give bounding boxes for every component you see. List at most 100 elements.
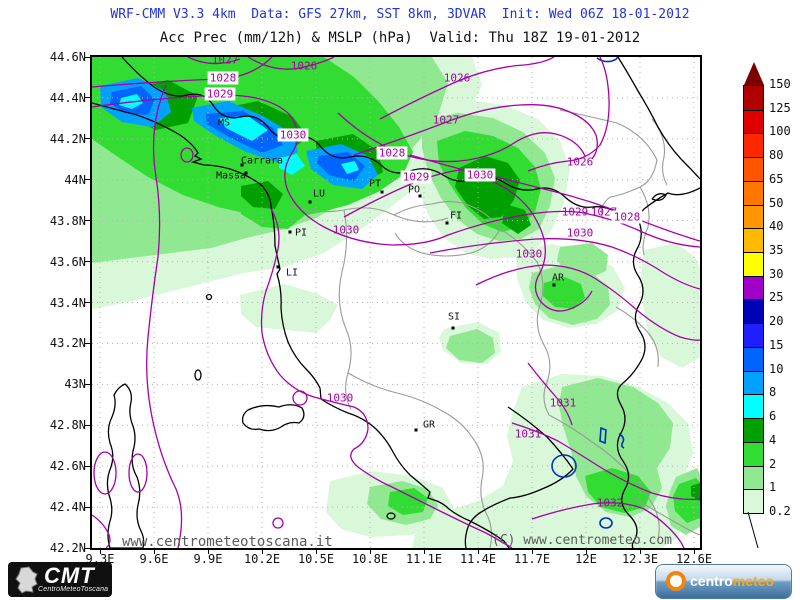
lat-tick-label: 42.8N xyxy=(49,418,86,433)
lon-tick-label: 11.7E xyxy=(513,552,551,566)
isobar-label: 1028 xyxy=(210,72,237,85)
colorbar-segment xyxy=(744,275,763,300)
isobar-label-box xyxy=(611,210,643,224)
city-label: LU xyxy=(313,189,325,200)
lat-tick xyxy=(85,424,91,426)
isobar-label: 1031 xyxy=(550,397,577,410)
cmt-logo: CMT CentroMeteoToscana xyxy=(8,562,112,597)
lon-tick xyxy=(423,549,425,554)
lat-tick-label: 43.8N xyxy=(49,213,86,228)
colorbar-tick-label: 30 xyxy=(769,266,784,281)
isobar-label: 1029 xyxy=(562,206,589,219)
isobar-label: 1030 xyxy=(280,129,307,142)
lat-tick-label: 43.6N xyxy=(49,254,86,269)
colorbar-tick-label: 100 xyxy=(769,124,791,139)
colorbar-tick-label: 125 xyxy=(769,100,791,115)
lon-tick-label: 12.6E xyxy=(675,552,713,566)
colorbar-segment xyxy=(744,394,763,419)
cmt-logo-title: CMT xyxy=(44,563,95,588)
colorbar-tick-label: 8 xyxy=(769,385,777,400)
centrometeo-logo-text: centrometeo xyxy=(690,573,774,589)
isobar-label-box xyxy=(277,128,309,142)
colorbar-tick-label: 20 xyxy=(769,314,784,329)
city-label: FI xyxy=(450,211,462,222)
city-marker xyxy=(244,171,248,175)
colorbar-segment xyxy=(744,157,763,181)
lat-tick xyxy=(85,220,91,222)
colorbar-tick-label: 6 xyxy=(769,409,777,424)
lon-tick xyxy=(261,549,263,554)
colorbar-tick-label: 2 xyxy=(769,456,777,471)
centrometeo-word-centro: centro xyxy=(690,573,733,589)
lat-tick-label: 44.2N xyxy=(49,131,86,146)
city-label: GR xyxy=(423,420,436,431)
city-marker xyxy=(552,283,556,287)
isobar-label: 1028 xyxy=(614,211,641,224)
colorbar-segments xyxy=(743,85,764,514)
city-label: PT xyxy=(369,179,381,190)
isobar-label-box xyxy=(204,87,236,101)
colorbar-tick-label: 35 xyxy=(769,243,784,258)
lat-tick-label: 44.4N xyxy=(49,90,86,105)
lat-tick xyxy=(85,465,91,467)
model-run-title: WRF-CMM V3.3 4km Data: GFS 27km, SST 8km… xyxy=(110,7,690,22)
lon-tick-label: 11.4E xyxy=(459,552,497,566)
lat-tick xyxy=(85,302,91,303)
colorbar-tick-label: 15 xyxy=(769,337,784,352)
lat-tick-label: 44.6N xyxy=(49,50,86,64)
city-label: SI xyxy=(448,312,460,323)
isobar-label: 1030 xyxy=(516,248,543,261)
lon-tick-label: 9.9E xyxy=(193,552,223,566)
lon-tick-label: 10.5E xyxy=(297,552,335,566)
lon-tick-label: 12.3E xyxy=(621,552,659,566)
colorbar-segment xyxy=(744,489,763,513)
isobar-label-box xyxy=(207,71,239,85)
isobar-label: 1028 xyxy=(379,147,406,160)
precipitation-layer xyxy=(92,57,700,548)
isobar-label: 1029 xyxy=(403,171,430,184)
city-marker xyxy=(414,428,418,432)
lat-tick xyxy=(85,547,91,549)
city-marker xyxy=(418,194,422,198)
centrometeo-logo: centrometeo xyxy=(655,564,792,599)
colorbar-segment xyxy=(744,323,763,347)
lat-tick xyxy=(85,56,91,58)
colorbar-tick-label: 10 xyxy=(769,361,784,376)
lon-tick-label: 10.2E xyxy=(243,552,281,566)
colorbar-tick-label: 4 xyxy=(769,432,777,447)
colorbar-segment xyxy=(744,109,763,134)
lat-tick-label: 43.4N xyxy=(49,295,86,310)
lat-tick-label: 42.4N xyxy=(49,500,86,515)
isobar-label-box xyxy=(464,168,496,182)
city-label: Carrara xyxy=(241,156,283,167)
lon-tick-label: 10.8E xyxy=(351,552,389,566)
colorbar-tick-label: 65 xyxy=(769,171,784,186)
colorbar-segment xyxy=(744,228,763,253)
lon-tick xyxy=(153,549,155,554)
lon-tick xyxy=(315,549,317,554)
colorbar-segment xyxy=(744,418,763,442)
lon-tick xyxy=(531,549,533,554)
isobar-label: 1030 xyxy=(333,224,360,237)
city-label: MS xyxy=(218,118,230,129)
field-valid-title: Acc Prec (mm/12h) & MSLP (hPa) Valid: Th… xyxy=(159,30,641,46)
city-label: PI xyxy=(295,228,307,239)
colorbar-segment xyxy=(744,441,763,466)
lat-tick xyxy=(85,261,91,263)
lat-tick-label: 42.6N xyxy=(49,459,86,474)
lon-tick-label: 11.1E xyxy=(405,552,443,566)
centrometeo-word-meteo: meteo xyxy=(732,573,775,589)
cmt-logo-subtitle: CentroMeteoToscana xyxy=(38,586,109,593)
city-marker xyxy=(276,265,280,269)
lat-tick xyxy=(85,138,91,140)
lon-tick-label: 9.6E xyxy=(139,552,169,566)
lat-tick xyxy=(85,97,91,99)
watermark-left: www.centrometeotoscana.it xyxy=(122,534,333,548)
colorbar-overflow-arrow xyxy=(744,62,764,85)
map-area: 1027 1026 1028 1029 1026 1027 1030 1028 1026 1029… xyxy=(90,55,702,550)
lat-tick-label: 43.2N xyxy=(49,336,86,351)
lon-tick xyxy=(477,549,479,554)
city-label: Massa xyxy=(216,171,246,182)
colorbar-segment xyxy=(744,204,763,229)
lat-tick xyxy=(85,506,91,508)
